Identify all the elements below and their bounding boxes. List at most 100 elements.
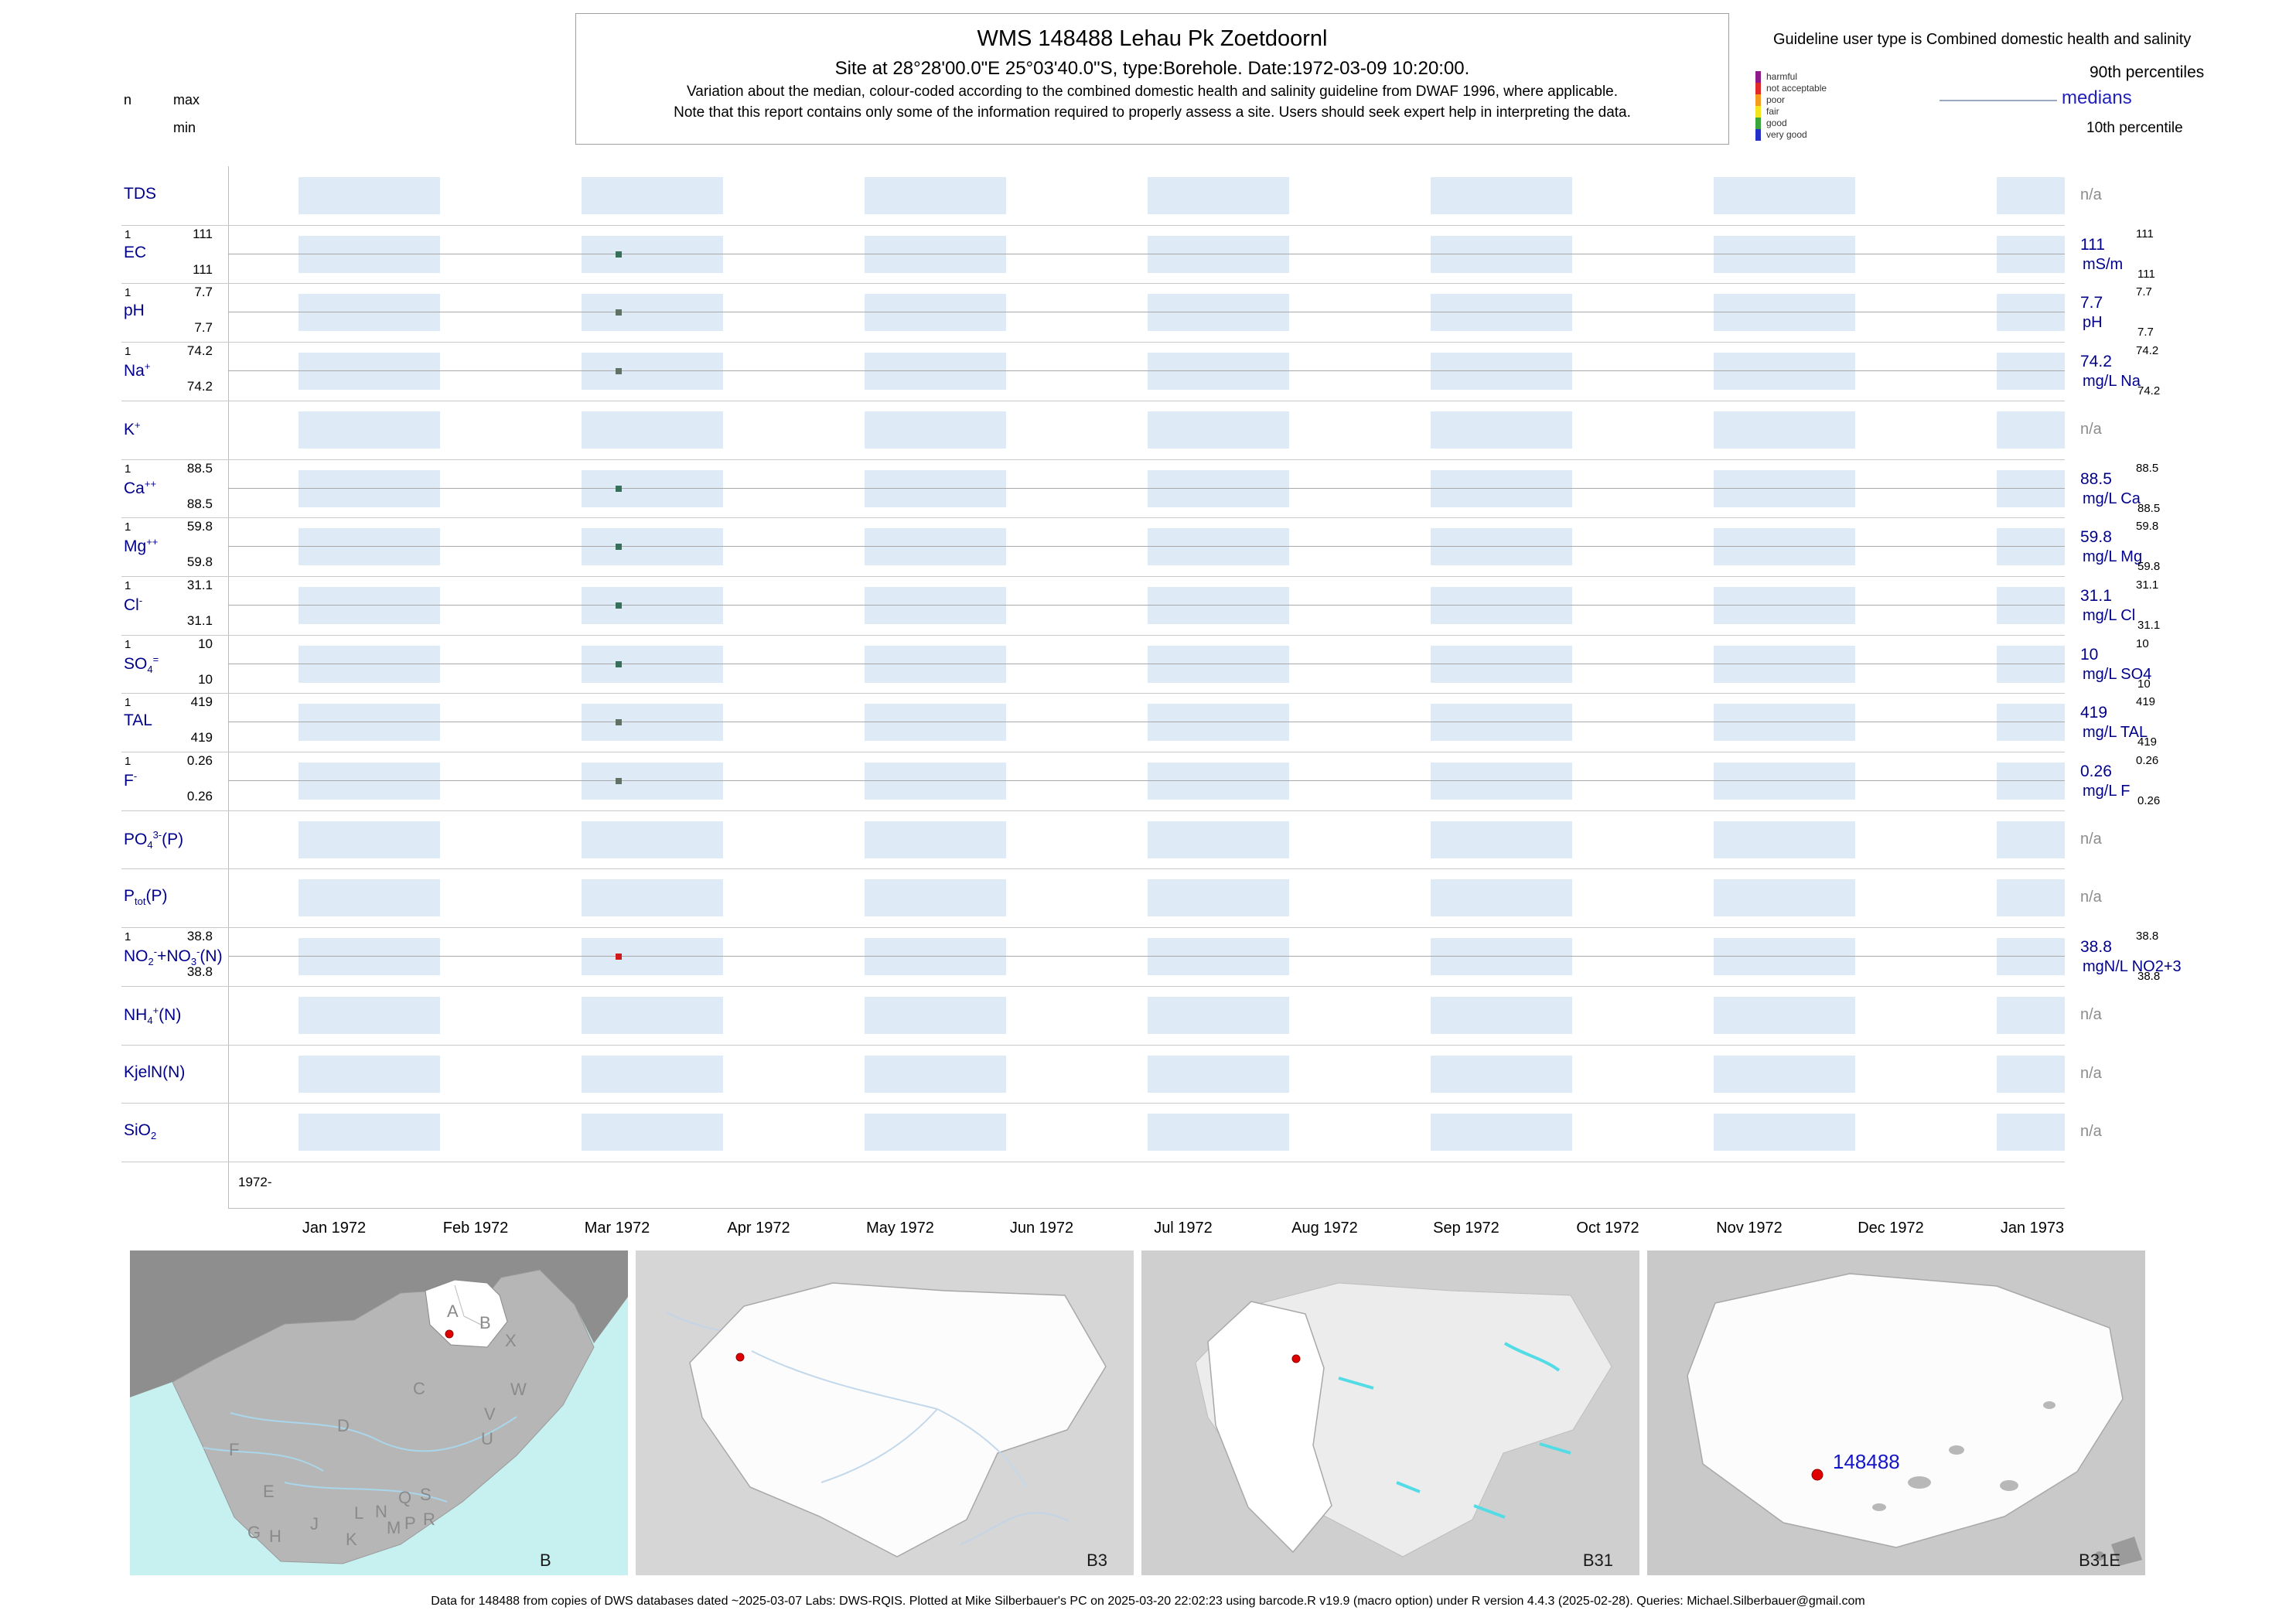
row-90th-percentile-no2no3: 38.8: [2136, 930, 2159, 943]
sample-point-f: [615, 778, 622, 784]
pan-feature: [1908, 1476, 1931, 1489]
row-separator-no2no3: [121, 985, 2065, 987]
month-band: [1431, 469, 1572, 507]
row-min-value-so4: 10: [198, 671, 213, 687]
region-letter-P: P: [404, 1513, 416, 1533]
month-band: [1714, 411, 1855, 449]
month-band: [1714, 645, 1855, 683]
param-label-tds: TDS: [124, 185, 156, 203]
row-n-count-f: 1: [125, 755, 131, 768]
row-separator-mg: [121, 575, 2065, 577]
month-band: [1431, 704, 1572, 742]
month-band: [865, 469, 1006, 507]
row-min-value-ph: 7.7: [194, 320, 213, 336]
site-marker: [1811, 1469, 1823, 1481]
row-90th-percentile-so4: 10: [2136, 636, 2149, 650]
row-min-value-mg: 59.8: [186, 554, 213, 570]
month-band: [1148, 294, 1289, 332]
legend-medians-label: medians: [2062, 87, 2132, 108]
month-band: [299, 704, 440, 742]
month-band: [299, 879, 440, 917]
month-band: [1997, 528, 2065, 566]
month-band: [1148, 704, 1289, 742]
x-axis-month-9: Oct 1972: [1576, 1220, 1639, 1237]
map-panel-label-b3: B3: [1087, 1551, 1107, 1570]
month-band: [865, 879, 1006, 917]
month-band: [1148, 996, 1289, 1034]
row-unit-ph: pH: [2083, 314, 2103, 332]
row-10th-percentile-na: 74.2: [2137, 384, 2161, 398]
month-band: [299, 1114, 440, 1151]
legend-class-label-5: very good: [1766, 129, 1807, 140]
river-line: [936, 1408, 1027, 1487]
month-band: [1431, 177, 1572, 214]
row-max-value-ph: 7.7: [194, 285, 213, 300]
month-band: [1148, 1055, 1289, 1093]
row-separator-f: [121, 810, 2065, 811]
catchment-b31-map: B31: [1141, 1250, 1639, 1575]
x-axis-month-0: Jan 1972: [302, 1220, 367, 1237]
region-letter-N: N: [375, 1502, 387, 1521]
month-band: [1997, 821, 2065, 858]
param-label-ptot: Ptot(P): [124, 887, 168, 908]
month-band: [1431, 353, 1572, 391]
row-90th-percentile-tal: 419: [2136, 695, 2156, 709]
month-band: [1997, 586, 2065, 624]
month-band: [865, 528, 1006, 566]
month-band: [1431, 763, 1572, 800]
row-unit-cl: mg/L Cl: [2083, 606, 2136, 624]
month-band: [1431, 411, 1572, 449]
legend-class-swatch-4: [1755, 118, 1761, 129]
param-label-no2no3: NO2-+NO3-(N): [124, 946, 223, 968]
row-min-value-ec: 111: [193, 261, 213, 277]
month-band: [1431, 645, 1572, 683]
row-separator-ca: [121, 517, 2065, 519]
row-min-value-no2no3: 38.8: [186, 964, 213, 980]
row-median-line-na: [228, 370, 2065, 372]
month-band: [1714, 763, 1855, 800]
legend-median-line: [1939, 100, 2057, 101]
x-axis-month-12: Jan 1973: [2000, 1220, 2065, 1237]
site-marker: [735, 1353, 745, 1362]
row-median-value-tal: 419: [2080, 704, 2108, 722]
legend-90th-percentiles-label: 90th percentiles: [2090, 63, 2205, 81]
column-header-n: n: [124, 92, 132, 107]
month-band: [1997, 704, 2065, 742]
water-feature: [1503, 1342, 1561, 1372]
region-letter-L: L: [354, 1503, 363, 1523]
row-90th-percentile-mg: 59.8: [2136, 520, 2159, 534]
sample-point-no2no3: [615, 954, 622, 960]
row-90th-percentile-ph: 7.7: [2136, 285, 2152, 299]
month-band: [1148, 235, 1289, 273]
region-letter-W: W: [510, 1380, 527, 1399]
row-median-value-so4: 10: [2080, 645, 2099, 664]
legend-class-swatch-1: [1755, 83, 1761, 94]
row-median-line-no2no3: [228, 956, 2065, 957]
param-label-mg: Mg++: [124, 536, 159, 556]
plot-left-axis-line: [228, 166, 229, 1208]
row-10th-percentile-ph: 7.7: [2137, 326, 2154, 339]
report-subtitle: Site at 28°28'00.0"E 25°03'40.0"S, type:…: [834, 58, 1470, 79]
month-band: [582, 763, 723, 800]
guideline-user-type-text: Guideline user type is Combined domestic…: [1773, 31, 2192, 48]
region-letter-Q: Q: [398, 1488, 411, 1507]
month-band: [582, 645, 723, 683]
month-band: [299, 1055, 440, 1093]
month-band: [1714, 353, 1855, 391]
month-band: [582, 469, 723, 507]
month-band: [1148, 763, 1289, 800]
row-n-count-ph: 1: [125, 286, 131, 300]
row-na-ptot: n/a: [2080, 889, 2102, 906]
month-band: [1148, 177, 1289, 214]
row-na-kjeln: n/a: [2080, 1064, 2102, 1082]
month-band: [1997, 879, 2065, 917]
x-axis-month-4: May 1972: [866, 1220, 934, 1237]
row-median-value-mg: 59.8: [2080, 528, 2112, 547]
month-band: [299, 586, 440, 624]
x-axis-month-10: Nov 1972: [1716, 1220, 1783, 1237]
row-separator-nh4: [121, 1044, 2065, 1046]
month-band: [1714, 177, 1855, 214]
row-n-count-na: 1: [125, 345, 131, 359]
site-id-label: 148488: [1833, 1450, 1900, 1473]
